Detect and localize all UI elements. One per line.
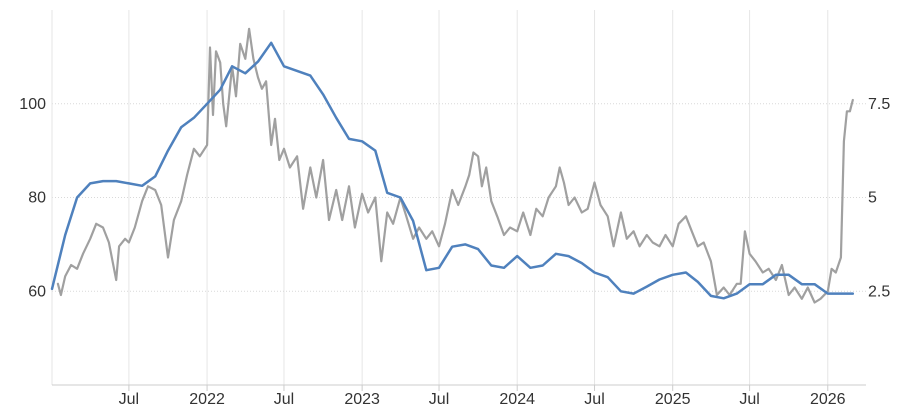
tick-labels: Jul 2022 Jul 2023 Jul 2024 Jul 2025 Jul 2026 60 80 1…: [19, 96, 890, 408]
x-tick-label: Jul: [584, 391, 604, 408]
x-tick-label: 2026: [810, 391, 846, 408]
series-line-left-axis: [50, 41, 855, 300]
y-left-tick-label: 80: [28, 190, 46, 207]
x-tick-label: 2023: [344, 391, 380, 408]
x-tick-label: 2025: [655, 391, 691, 408]
x-tick-label: 2022: [189, 391, 225, 408]
grid: [52, 10, 866, 385]
x-tick-label: Jul: [429, 391, 449, 408]
axes: [51, 10, 866, 391]
y-right-tick-label: 7.5: [868, 96, 890, 113]
series-layer: [50, 27, 855, 304]
y-left-tick-label: 60: [28, 283, 46, 300]
x-tick-label: Jul: [119, 391, 139, 408]
series-line-right-axis: [56, 27, 854, 304]
x-tick-label: Jul: [274, 391, 294, 408]
x-tick-label: 2024: [499, 391, 535, 408]
x-tick-label: Jul: [739, 391, 759, 408]
y-right-tick-label: 2.5: [868, 283, 890, 300]
y-right-tick-label: 5: [868, 190, 877, 207]
y-left-tick-label: 100: [19, 96, 46, 113]
